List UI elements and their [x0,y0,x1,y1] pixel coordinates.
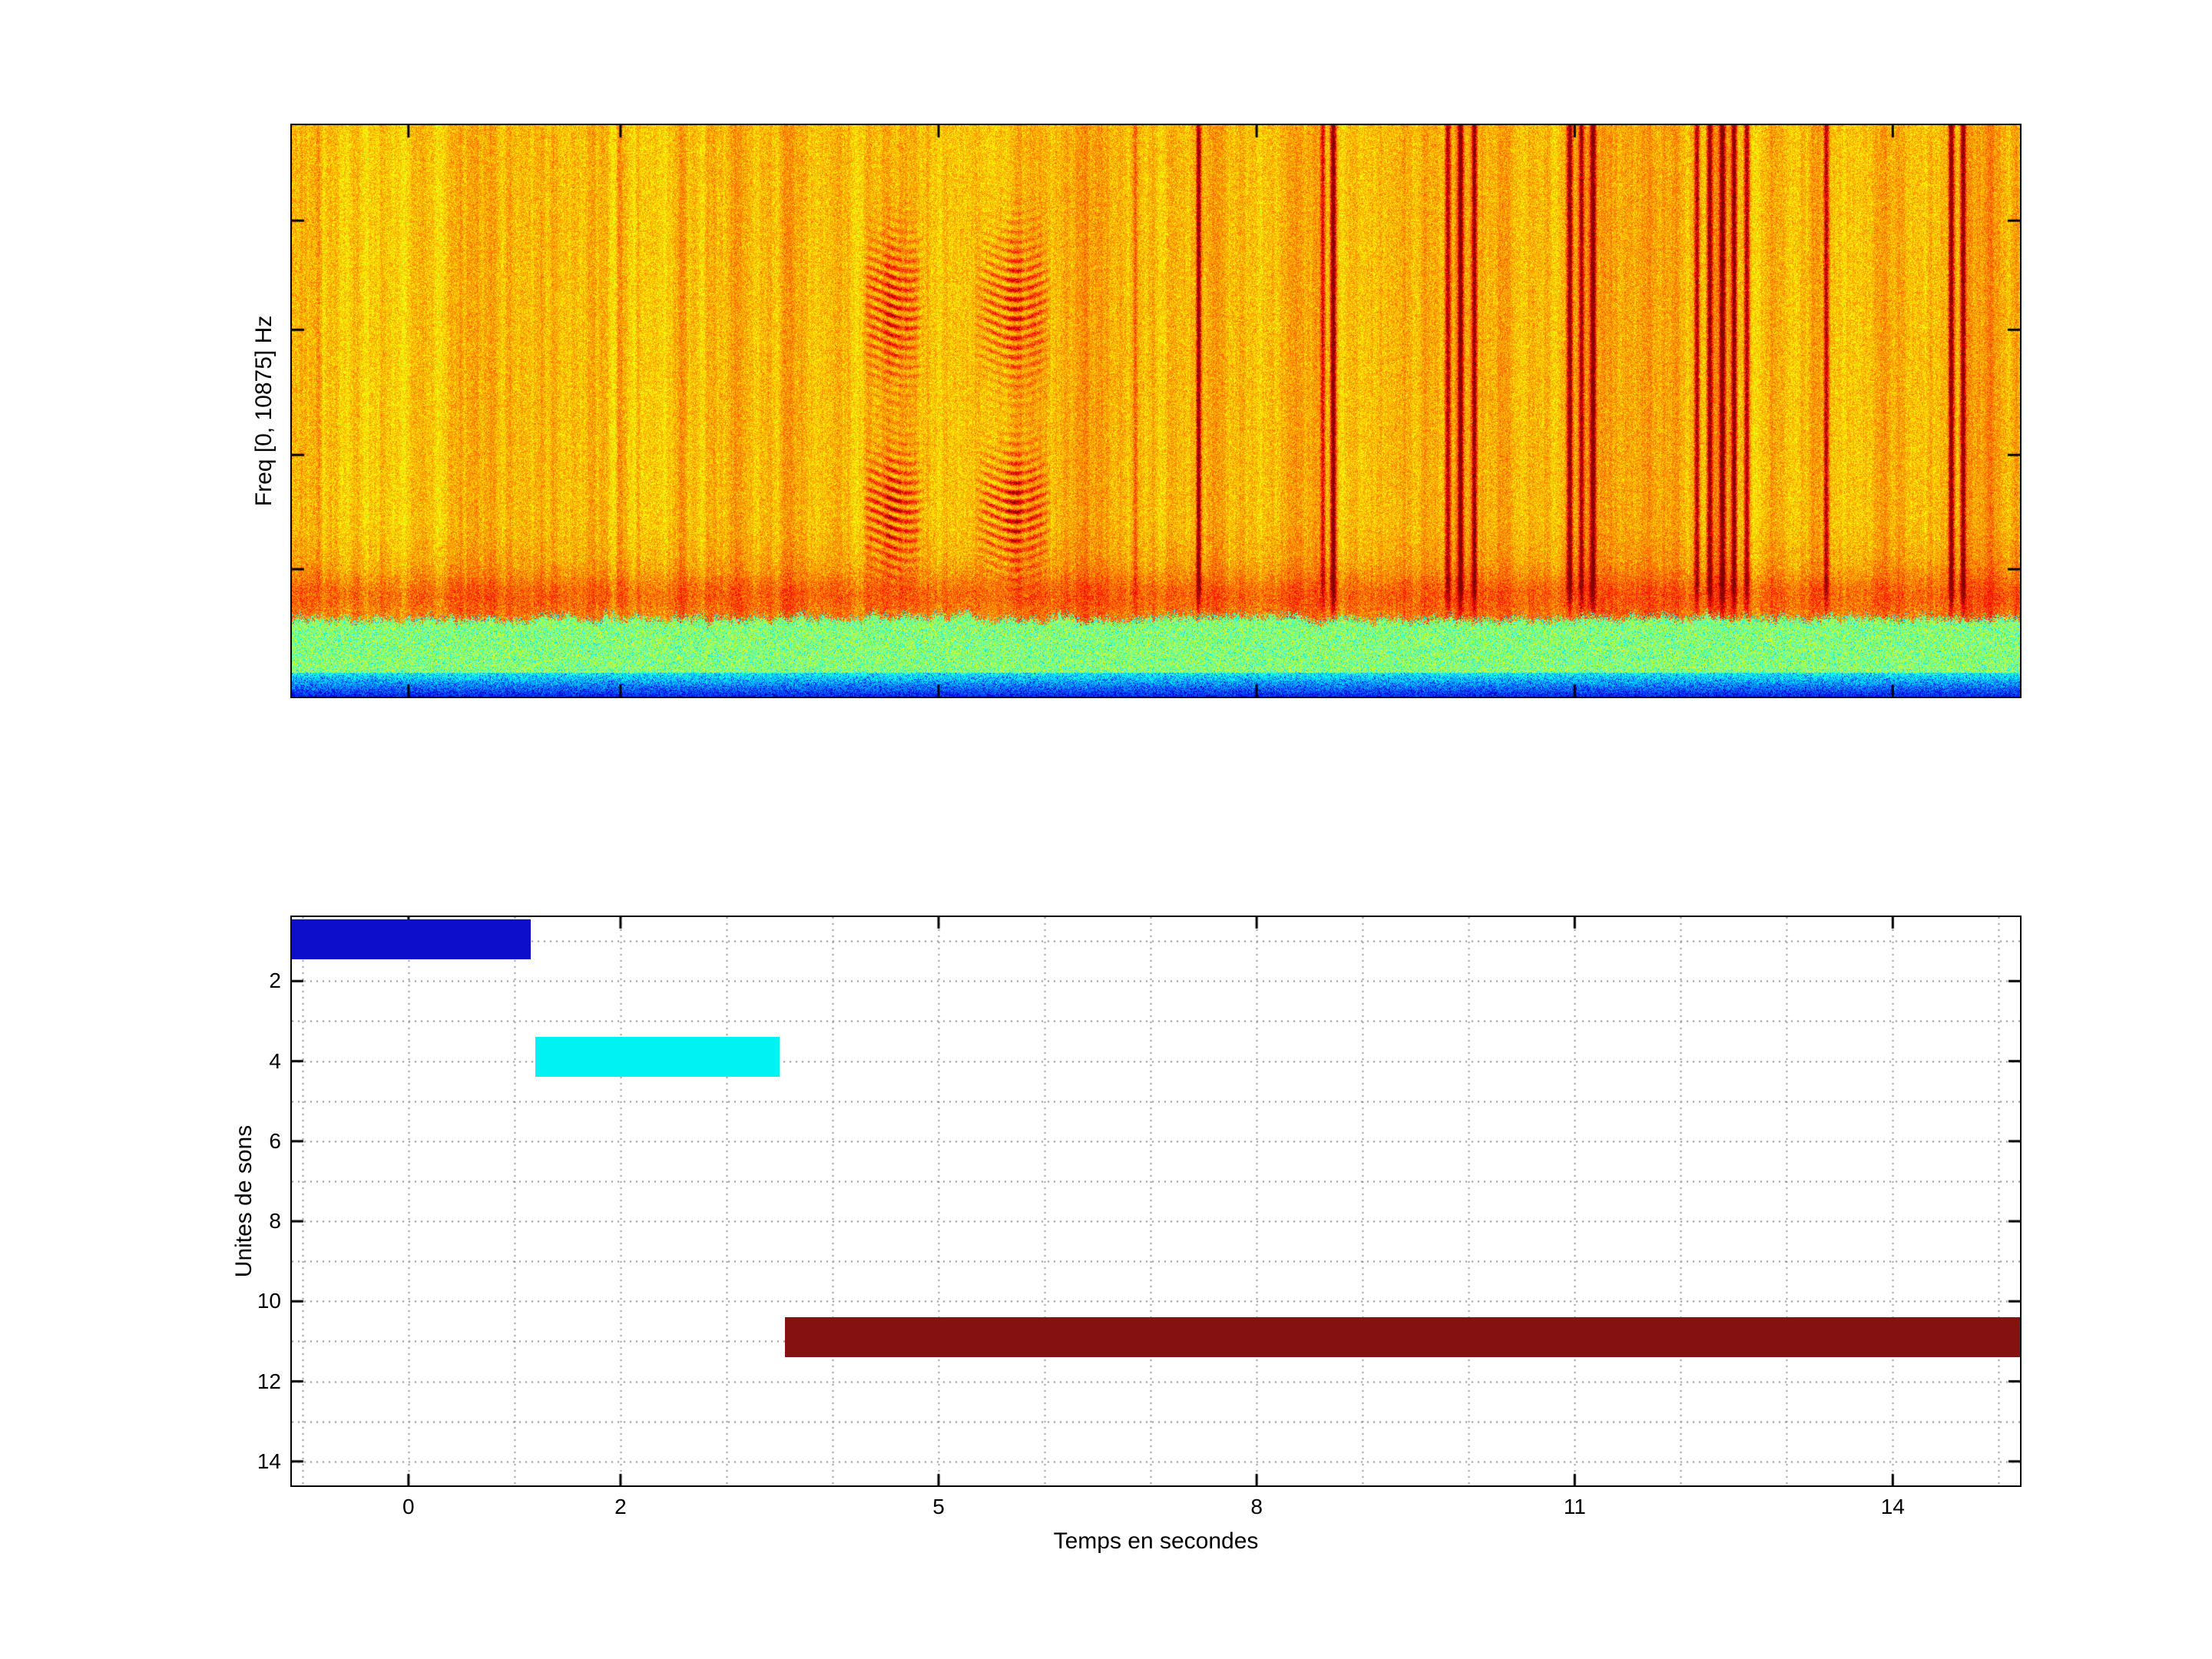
y-tick-label-12: 12 [257,1369,281,1393]
y-tick-label-10: 10 [257,1289,281,1313]
gantt-grid-canvas [292,917,2020,1485]
x-tick-label-14: 14 [1880,1495,1905,1518]
y-tick-label-6: 6 [269,1128,281,1153]
sound-unit-bar-3 [784,1317,2020,1358]
x-tick-label-2: 2 [614,1495,627,1518]
y-tick-label-14: 14 [257,1449,281,1473]
gantt-panel [290,916,2022,1487]
gantt-x-axis-label: Temps en secondes [1053,1528,1259,1554]
y-tick-label-2: 2 [269,969,281,993]
sound-unit-bar-2 [535,1037,780,1078]
x-tick-label-11: 11 [1563,1495,1586,1518]
y-tick-label-4: 4 [269,1048,281,1073]
spectrogram-canvas [292,125,2020,697]
spectrogram-y-axis-label: Freq [0, 10875] Hz [251,315,276,507]
x-tick-label-8: 8 [1250,1495,1263,1518]
x-tick-label-0: 0 [402,1495,415,1518]
y-tick-labels: 2 4 6 8 10 12 14 [0,917,281,1485]
spectrogram-panel [290,124,2022,698]
sound-unit-bar-1 [292,919,531,959]
x-tick-labels: 0 2 5 8 11 14 [292,1496,2020,1522]
x-tick-label-5: 5 [932,1495,945,1518]
y-tick-label-8: 8 [269,1209,281,1233]
